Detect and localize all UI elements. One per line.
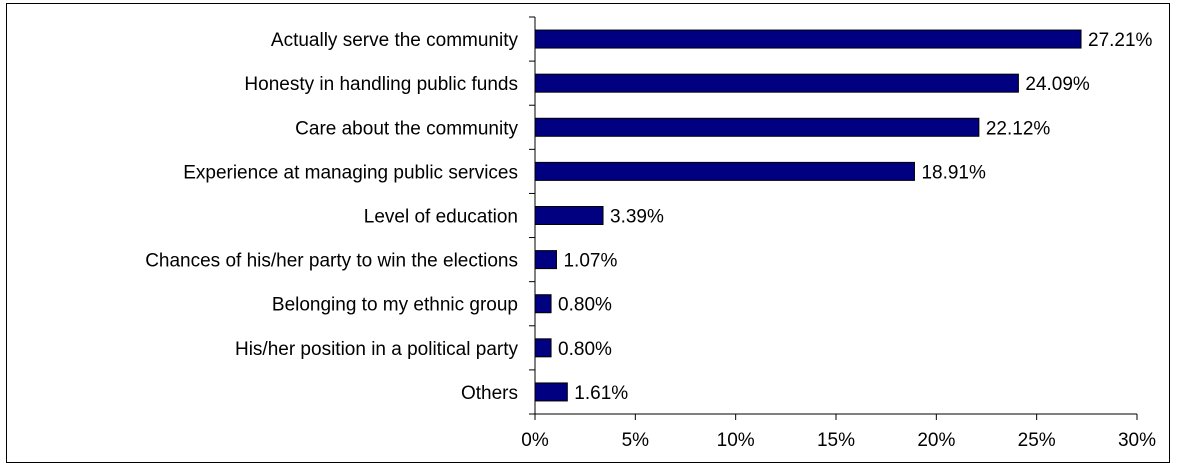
x-tick-label: 15% — [817, 430, 855, 451]
x-tick-label: 20% — [917, 430, 955, 451]
category-label: Care about the community — [295, 118, 518, 139]
data-label: 3.39% — [610, 207, 664, 228]
bar — [534, 29, 1082, 49]
data-label: 24.09% — [1025, 74, 1090, 95]
bar — [534, 161, 915, 181]
data-label: 27.21% — [1088, 30, 1153, 51]
bar — [534, 250, 557, 270]
x-tick-label: 30% — [1118, 430, 1156, 451]
x-tick-label: 25% — [1018, 430, 1056, 451]
data-label: 1.07% — [563, 251, 617, 272]
bar — [534, 338, 552, 358]
bar — [534, 382, 568, 402]
category-label: Honesty in handling public funds — [244, 74, 518, 95]
x-tick-label: 0% — [521, 430, 549, 451]
category-label: Belonging to my ethnic group — [272, 295, 518, 316]
data-label: 22.12% — [986, 118, 1051, 139]
data-label: 1.61% — [574, 383, 628, 404]
data-label: 0.80% — [558, 295, 612, 316]
data-label: 18.91% — [921, 162, 986, 183]
x-tick-label: 10% — [717, 430, 755, 451]
category-label: Level of education — [364, 207, 518, 228]
category-label: Actually serve the community — [271, 30, 519, 51]
x-tick-label: 5% — [622, 430, 650, 451]
category-label: Chances of his/her party to win the elec… — [145, 251, 518, 272]
bar — [534, 73, 1019, 93]
category-label: His/her position in a political party — [235, 339, 519, 360]
bar — [534, 294, 552, 314]
bar — [534, 206, 604, 225]
bar — [534, 117, 980, 137]
category-label: Experience at managing public services — [183, 162, 518, 183]
data-label: 0.80% — [558, 339, 612, 360]
category-label: Others — [461, 383, 518, 404]
